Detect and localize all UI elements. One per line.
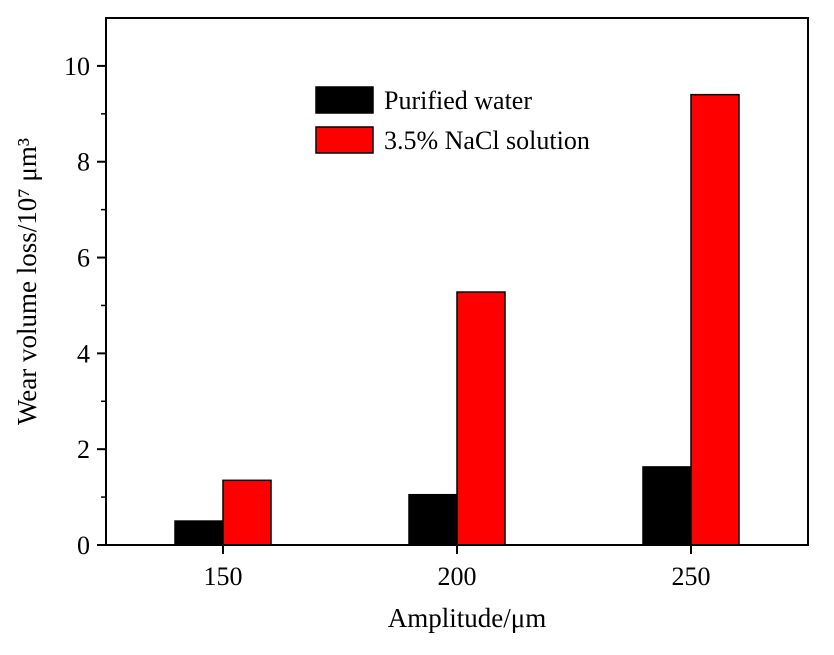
y-tick-label: 6 <box>77 244 90 273</box>
y-tick-label: 0 <box>77 531 90 560</box>
legend-label-nacl-solution: 3.5% NaCl solution <box>384 126 590 155</box>
legend-label-purified-water: Purified water <box>384 86 532 115</box>
x-tick-label: 200 <box>438 562 477 591</box>
plot-frame <box>105 17 809 546</box>
y-tick-label: 10 <box>64 52 90 81</box>
bar-purified-water-200 <box>408 493 458 546</box>
y-tick-label: 8 <box>77 148 90 177</box>
y-tick-label: 2 <box>77 435 90 464</box>
bar-purified-water-250 <box>642 466 692 546</box>
legend-swatch-nacl-solution <box>315 126 374 154</box>
legend-swatch-purified-water <box>315 86 374 114</box>
y-axis-title: Wear volume loss/10⁷ μm³ <box>12 138 42 425</box>
bars-layer <box>174 93 740 546</box>
bar-purified-water-150 <box>174 520 224 546</box>
axes-layer: 150 200 250 0 2 4 6 8 10 <box>64 17 809 591</box>
bar-nacl-solution-200 <box>456 291 506 546</box>
x-tick-label: 150 <box>204 562 243 591</box>
x-axis-title: Amplitude/μm <box>388 603 546 633</box>
bar-nacl-solution-150 <box>222 479 272 546</box>
y-tick-label: 4 <box>77 339 90 368</box>
legend: Purified water 3.5% NaCl solution <box>315 86 590 155</box>
bar-nacl-solution-250 <box>690 93 740 546</box>
x-tick-label: 250 <box>672 562 711 591</box>
